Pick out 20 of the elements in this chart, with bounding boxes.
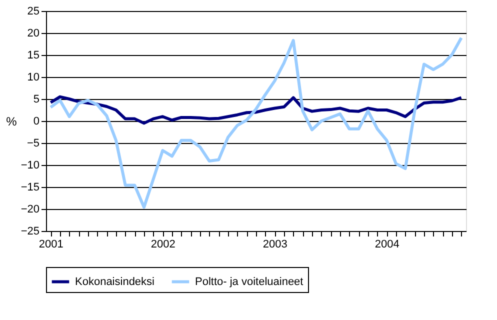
- y-tick-label: 20: [27, 28, 40, 40]
- legend-label: Kokonaisindeksi: [75, 276, 154, 288]
- x-tick-label: 2004: [374, 238, 400, 250]
- x-tick-label: 2003: [262, 238, 288, 250]
- y-tick-label: −5: [26, 138, 40, 150]
- y-tick-label: 10: [27, 72, 40, 84]
- y-tick-label: −15: [20, 182, 40, 194]
- y-tick-label: 25: [27, 6, 40, 18]
- line-series: [49, 36, 463, 209]
- y-tick-label: −25: [20, 226, 40, 238]
- y-tick-label: −10: [20, 160, 40, 172]
- y-tick-label: 15: [27, 50, 40, 62]
- y-tick-label: 5: [33, 94, 40, 106]
- line-series: [49, 95, 463, 125]
- y-tick-label: −20: [20, 204, 40, 216]
- x-tick-label: 2001: [38, 238, 64, 250]
- y-axis-title: %: [6, 114, 18, 128]
- x-tick-label: 2002: [150, 238, 176, 250]
- legend-label: Poltto- ja voiteluaineet: [195, 276, 304, 288]
- y-tick-label: 0: [33, 116, 40, 128]
